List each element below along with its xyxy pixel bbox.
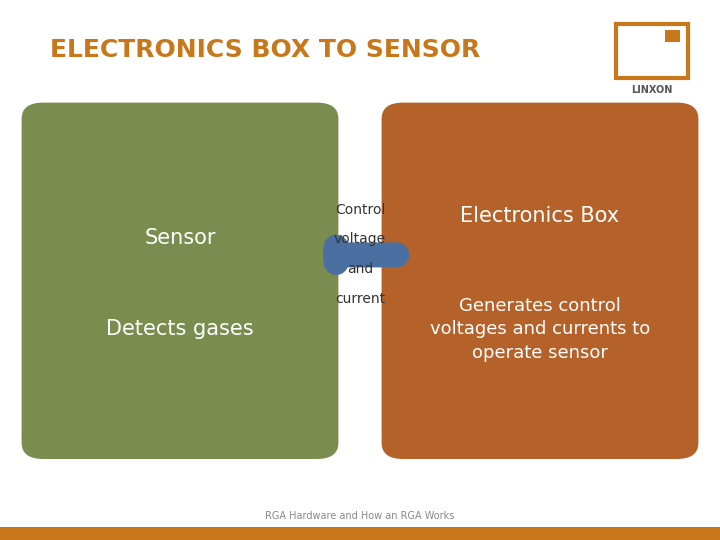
Text: current: current xyxy=(335,292,385,306)
Text: Detects gases: Detects gases xyxy=(106,319,254,340)
Text: RGA Hardware and How an RGA Works: RGA Hardware and How an RGA Works xyxy=(265,511,455,521)
Bar xyxy=(665,30,680,42)
Bar xyxy=(0,526,720,540)
Text: Generates control
voltages and currents to
operate sensor: Generates control voltages and currents … xyxy=(430,297,650,362)
Text: voltage: voltage xyxy=(334,232,386,246)
Text: and: and xyxy=(347,262,373,276)
Text: Control: Control xyxy=(335,202,385,217)
FancyBboxPatch shape xyxy=(625,38,670,71)
FancyBboxPatch shape xyxy=(382,103,698,459)
Text: Sensor: Sensor xyxy=(144,227,216,248)
Text: Electronics Box: Electronics Box xyxy=(460,206,620,226)
FancyBboxPatch shape xyxy=(22,103,338,459)
Text: ELECTRONICS BOX TO SENSOR: ELECTRONICS BOX TO SENSOR xyxy=(50,38,481,62)
Text: LINXON: LINXON xyxy=(631,85,672,95)
